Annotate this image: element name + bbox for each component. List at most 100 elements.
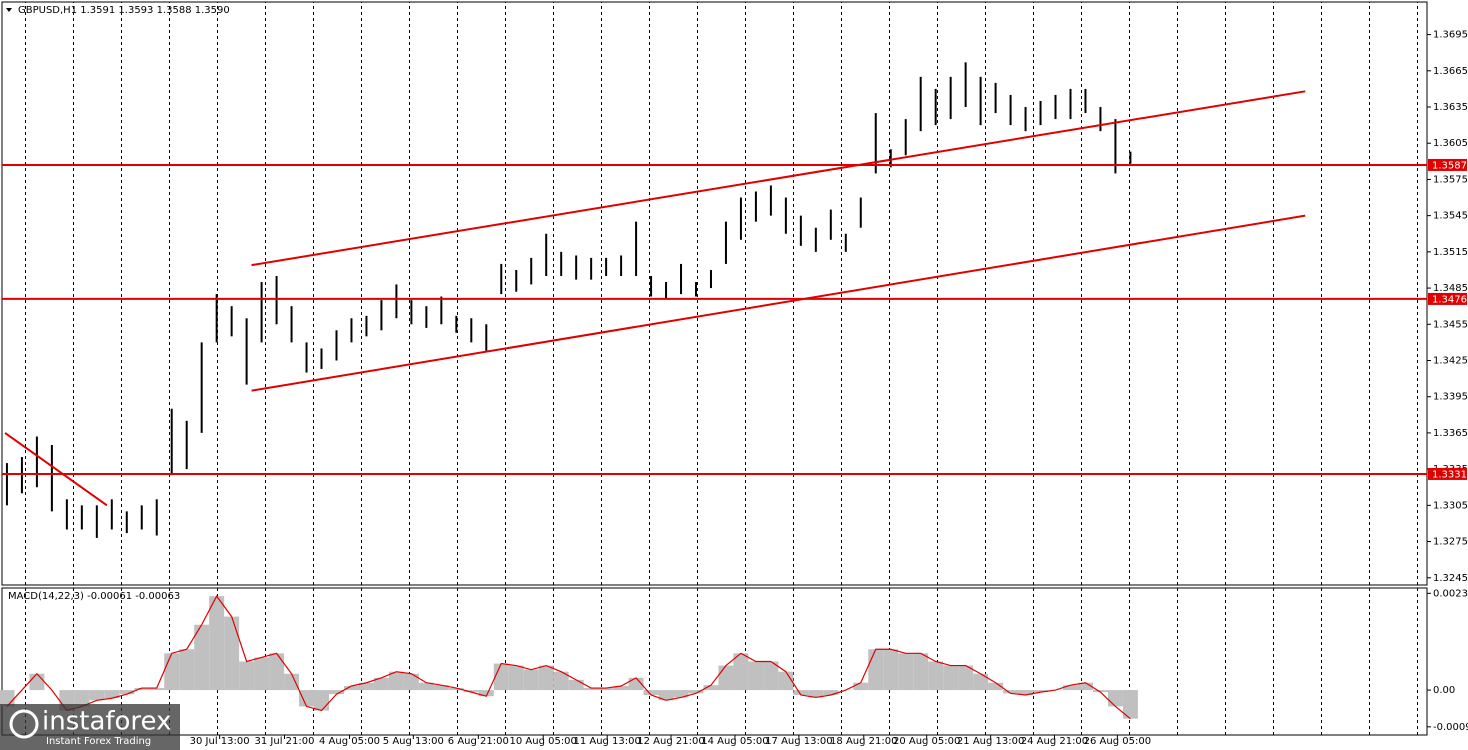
level-label: 1.3476 — [1432, 294, 1467, 305]
y-tick-label: 1.3395 — [1433, 392, 1468, 403]
macd-bar — [119, 690, 135, 695]
macd-bar — [973, 673, 989, 691]
watermark-brand: instaforex — [42, 707, 171, 737]
main-pane — [1, 1, 1428, 586]
macd-bar — [0, 690, 15, 707]
macd-bar — [1077, 682, 1093, 691]
macd-bar — [284, 673, 300, 691]
macd-bar — [643, 690, 659, 695]
x-tick-label: 4 Aug 05:00 — [319, 736, 380, 747]
macd-bar — [463, 690, 479, 693]
y-tick-label: 1.3605 — [1433, 138, 1468, 149]
macd-bar — [778, 671, 794, 691]
macd-bar — [958, 665, 974, 691]
collapse-icon — [6, 8, 12, 12]
trend-line — [251, 90, 1306, 267]
macd-bar — [1092, 690, 1108, 693]
macd-bar — [553, 671, 569, 691]
macd-bar — [898, 653, 914, 691]
y-tick-label: 1.3485 — [1433, 283, 1468, 294]
x-tick-label: 20 Aug 05:00 — [893, 736, 960, 747]
macd-bar — [583, 688, 599, 691]
macd-bar — [823, 690, 839, 695]
y-tick-label: 1.3275 — [1433, 537, 1468, 548]
watermark-logo — [9, 709, 39, 739]
macd-bar — [134, 688, 150, 691]
macd-bar — [403, 673, 419, 691]
macd-bar — [29, 673, 45, 691]
trend-line — [251, 214, 1306, 392]
y-tick-label: -0.0009 — [1433, 722, 1468, 733]
y-tick-label: 1.3305 — [1433, 500, 1468, 511]
macd-bar — [433, 685, 449, 691]
macd-bar — [1122, 690, 1138, 719]
y-tick-label: 1.3515 — [1433, 247, 1468, 258]
macd-bar — [868, 649, 884, 691]
macd-bar — [523, 669, 539, 691]
x-tick-label: 31 Jul 21:00 — [255, 736, 315, 747]
macd-bar — [373, 677, 389, 691]
level-label: 1.3331 — [1432, 469, 1467, 480]
macd-bar — [943, 665, 959, 691]
macd-bar — [883, 649, 899, 691]
macd-bar — [793, 690, 809, 695]
macd-bar — [343, 686, 359, 691]
macd-bar — [1003, 690, 1019, 694]
vertical-grid — [2, 2, 1427, 585]
x-tick-label: 5 Aug 13:00 — [383, 736, 444, 747]
macd-bar — [673, 690, 689, 698]
level-label: 1.3587 — [1432, 160, 1467, 171]
x-tick-label: 10 Aug 05:00 — [509, 736, 576, 747]
macd-bar — [1062, 685, 1078, 691]
watermark: instaforex Instant Forex Trading — [0, 704, 180, 750]
macd-bar — [733, 653, 749, 691]
trend-line — [4, 432, 108, 507]
y-tick-label: 1.3575 — [1433, 174, 1468, 185]
macd-bar — [808, 690, 824, 698]
y-tick-label: 1.3665 — [1433, 66, 1468, 77]
macd-bar — [314, 690, 330, 711]
y-tick-label: 1.3425 — [1433, 355, 1468, 366]
watermark-tagline: Instant Forex Trading — [46, 736, 151, 747]
macd-line — [6, 595, 1131, 720]
macd-bar — [598, 688, 614, 691]
level-label-box — [1428, 292, 1467, 305]
macd-bar — [269, 653, 285, 691]
macd-bar — [239, 661, 255, 691]
macd-bar — [299, 690, 315, 707]
macd-bar — [988, 682, 1004, 691]
macd-bar — [104, 690, 120, 699]
macd-bar — [703, 685, 719, 691]
x-tick-label: 21 Aug 13:00 — [957, 736, 1024, 747]
macd-bar — [1033, 690, 1049, 693]
macd-bar — [179, 649, 195, 691]
macd-bar — [358, 682, 374, 691]
macd-bar — [1018, 690, 1034, 695]
macd-bar — [628, 677, 644, 691]
level-label-box — [1428, 467, 1467, 480]
macd-bar — [913, 653, 929, 691]
macd-bar — [538, 665, 554, 691]
macd-bar — [209, 596, 225, 691]
macd-bar — [658, 690, 674, 701]
y-tick-label: 1.3545 — [1433, 211, 1468, 222]
macd-bar — [748, 661, 764, 691]
macd-bar — [493, 663, 509, 691]
x-tick-label: 30 Jul 13:00 — [190, 736, 250, 747]
level-label-box — [1428, 158, 1467, 171]
macd-bar — [688, 690, 704, 694]
macd-bar — [1107, 690, 1123, 707]
y-tick-label: 1.3635 — [1433, 102, 1468, 113]
macd-bar — [149, 688, 165, 691]
x-tick-label: 17 Aug 13:00 — [765, 736, 832, 747]
macd-bar — [508, 665, 524, 691]
x-tick-label: 18 Aug 21:00 — [830, 736, 897, 747]
y-tick-label: 1.3365 — [1433, 428, 1468, 439]
macd-bar — [418, 682, 434, 691]
macd-bar — [718, 665, 734, 691]
x-tick-label: 12 Aug 21:00 — [637, 736, 704, 747]
macd-bar — [613, 686, 629, 691]
macd-bar — [254, 657, 270, 691]
